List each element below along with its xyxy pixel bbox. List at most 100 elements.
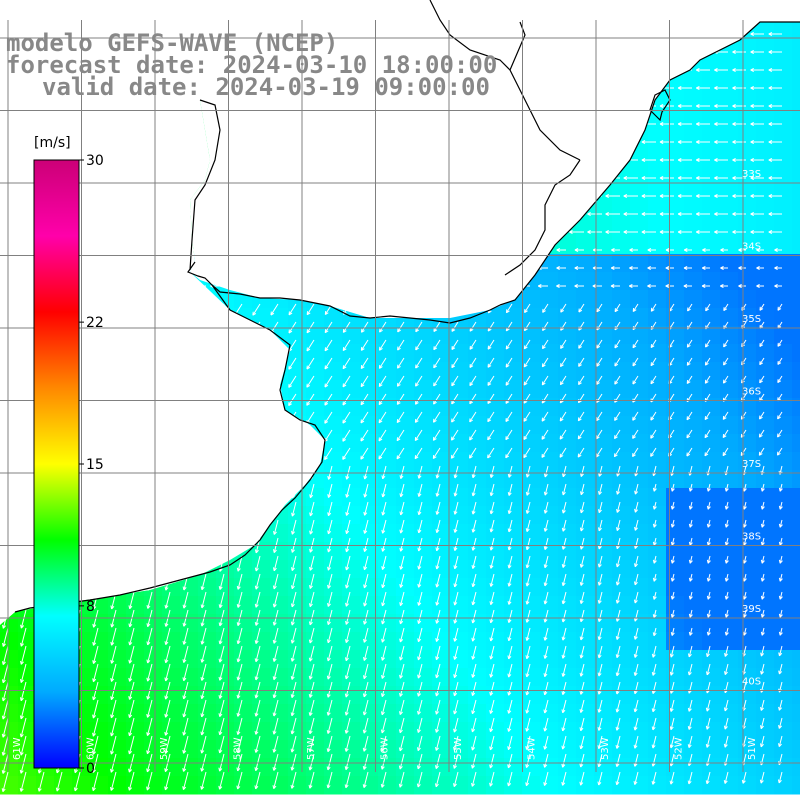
field-cell xyxy=(648,488,667,507)
field-cell xyxy=(792,776,800,795)
field-cell xyxy=(342,740,361,759)
field-cell xyxy=(756,290,775,309)
field-cell xyxy=(342,596,361,615)
field-cell xyxy=(18,776,37,795)
field-cell xyxy=(468,722,487,741)
field-cell xyxy=(450,650,469,669)
field-cell xyxy=(702,362,721,381)
field-cell xyxy=(738,92,757,111)
field-cell xyxy=(324,434,343,453)
field-cell xyxy=(792,488,800,507)
field-cell xyxy=(342,326,361,345)
field-cell xyxy=(702,326,721,345)
field-cell xyxy=(702,524,721,543)
field-cell xyxy=(306,344,325,363)
field-cell xyxy=(558,560,577,579)
field-cell xyxy=(648,272,667,291)
field-cell xyxy=(702,488,721,507)
field-cell xyxy=(702,290,721,309)
field-cell xyxy=(774,488,793,507)
field-cell xyxy=(792,326,800,345)
field-cell xyxy=(702,146,721,165)
field-cell xyxy=(396,434,415,453)
field-cell xyxy=(504,776,523,795)
field-cell xyxy=(702,380,721,399)
field-cell xyxy=(648,758,667,777)
field-cell xyxy=(432,614,451,633)
field-cell xyxy=(684,614,703,633)
field-cell xyxy=(774,308,793,327)
field-cell xyxy=(378,686,397,705)
field-cell xyxy=(342,434,361,453)
field-cell xyxy=(576,614,595,633)
field-cell xyxy=(666,614,685,633)
field-cell xyxy=(522,560,541,579)
field-cell xyxy=(540,488,559,507)
field-cell xyxy=(666,164,685,183)
field-cell xyxy=(342,776,361,795)
field-cell xyxy=(432,488,451,507)
field-cell xyxy=(702,632,721,651)
field-cell xyxy=(90,614,109,633)
field-cell xyxy=(612,632,631,651)
field-cell xyxy=(720,632,739,651)
field-cell xyxy=(720,506,739,525)
field-cell xyxy=(396,668,415,687)
field-cell xyxy=(414,362,433,381)
field-cell xyxy=(630,272,649,291)
field-cell xyxy=(90,704,109,723)
field-cell xyxy=(630,650,649,669)
field-cell xyxy=(432,722,451,741)
field-cell xyxy=(396,506,415,525)
field-cell xyxy=(324,524,343,543)
field-cell xyxy=(396,380,415,399)
field-cell xyxy=(540,758,559,777)
field-cell xyxy=(720,290,739,309)
field-cell xyxy=(162,668,181,687)
field-cell xyxy=(522,452,541,471)
field-cell xyxy=(162,704,181,723)
field-cell xyxy=(558,686,577,705)
field-cell xyxy=(684,92,703,111)
field-cell xyxy=(558,524,577,543)
field-cell xyxy=(594,254,613,273)
field-cell xyxy=(648,740,667,759)
field-cell xyxy=(522,614,541,633)
field-cell xyxy=(432,344,451,363)
field-cell xyxy=(414,506,433,525)
field-cell xyxy=(252,758,271,777)
field-cell xyxy=(630,632,649,651)
field-cell xyxy=(738,56,757,75)
field-cell xyxy=(324,596,343,615)
field-cell xyxy=(720,596,739,615)
field-cell xyxy=(432,686,451,705)
field-cell xyxy=(288,326,307,345)
field-cell xyxy=(522,668,541,687)
field-cell xyxy=(414,434,433,453)
field-cell xyxy=(234,560,253,579)
field-cell xyxy=(306,578,325,597)
field-cell xyxy=(288,614,307,633)
field-cell xyxy=(270,560,289,579)
field-cell xyxy=(468,434,487,453)
field-cell xyxy=(504,704,523,723)
field-cell xyxy=(90,668,109,687)
field-cell xyxy=(0,632,19,651)
field-cell xyxy=(774,704,793,723)
field-cell xyxy=(648,146,667,165)
field-cell xyxy=(594,290,613,309)
field-cell xyxy=(684,758,703,777)
field-cell xyxy=(540,740,559,759)
field-cell xyxy=(738,272,757,291)
field-cell xyxy=(306,650,325,669)
field-cell xyxy=(684,686,703,705)
field-cell xyxy=(486,704,505,723)
field-cell xyxy=(504,686,523,705)
field-cell xyxy=(720,128,739,147)
field-cell xyxy=(648,596,667,615)
field-cell xyxy=(342,632,361,651)
field-cell xyxy=(486,578,505,597)
field-cell xyxy=(684,596,703,615)
field-cell xyxy=(396,524,415,543)
field-cell xyxy=(288,596,307,615)
